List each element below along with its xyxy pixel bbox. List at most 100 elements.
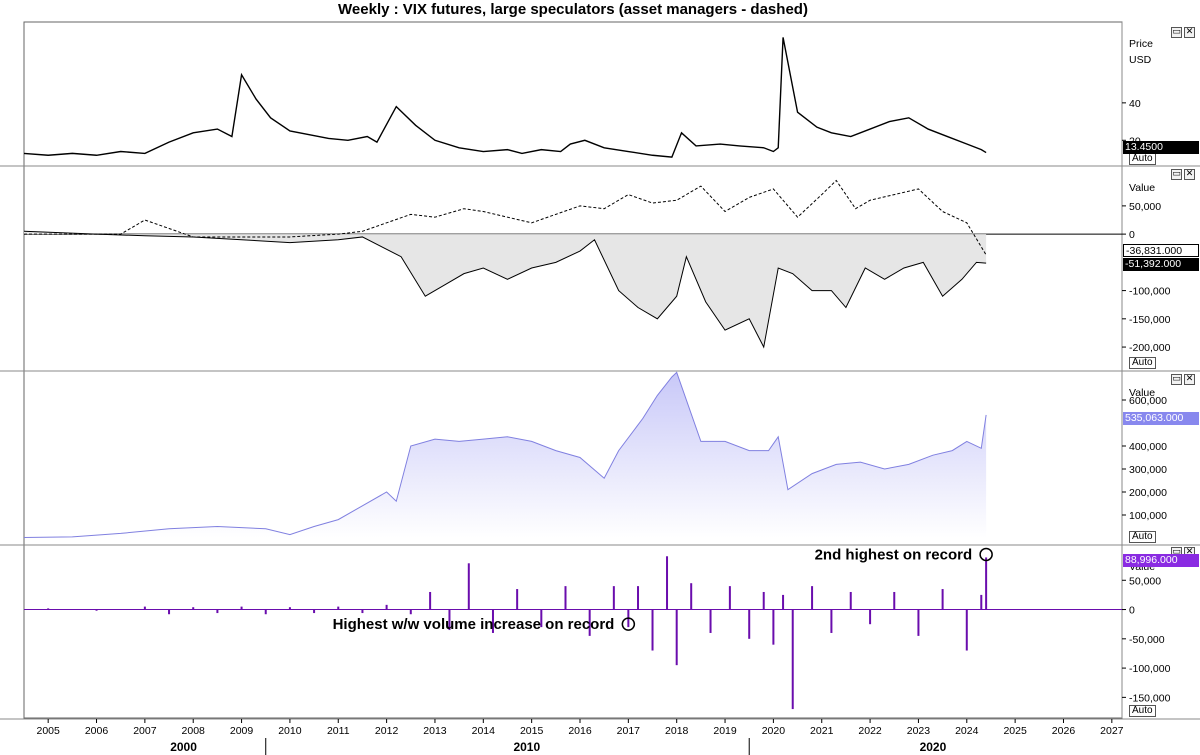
x-tick-label-year: 2015 [520,725,544,737]
x-tick-label-year: 2023 [907,725,931,737]
volume-change-bar [429,591,432,610]
volume-change-bar [985,557,988,610]
volume-change-bar [709,609,712,633]
restore-icon[interactable]: ▭ [1171,374,1182,385]
annotations: Highest w/w volume increase on record 2nd… [333,546,993,633]
restore-icon[interactable]: ▭ [1171,169,1182,180]
open-interest-area [24,372,987,538]
asset-managers-last-value-badge: -36,831.000 [1123,244,1199,257]
x-axis: 2005 2006 2007 2008 2009 2010 2011 2012 2013 2014… [0,718,1200,755]
volume-change-bar [361,609,364,614]
volume-change-bar [980,594,983,610]
volume-change-bar [143,606,146,610]
volume-change-bar [849,591,852,610]
x-tick-label-year: 2005 [36,725,60,737]
x-tick-label-year: 2027 [1100,725,1124,737]
price-last-value-badge: 13.4500 [1123,141,1199,154]
x-tick-label-year: 2020 [762,725,786,737]
volume-change-bar [690,583,693,610]
y-axis-title: Value [1129,387,1155,399]
x-tick-label-year: 2018 [665,725,689,737]
x-tick-label-year: 2017 [617,725,641,737]
auto-scale-button[interactable]: Auto [1129,531,1156,543]
y-tick-label: -50,000 [1129,634,1165,646]
volume-change-bar [540,609,543,628]
y-axis-title: Price [1129,38,1153,50]
volume-change-bar [651,609,654,651]
y-tick-label: 400,000 [1129,441,1167,453]
x-tick-label-year: 2014 [472,725,496,737]
x-tick-label-year: 2025 [1003,725,1027,737]
volume-change-bar [288,607,291,610]
volume-change-bar [264,609,267,615]
volume-change-bar [893,591,896,610]
volume-change-bar [240,606,243,610]
auto-scale-button[interactable]: Auto [1129,153,1156,165]
y-tick-label: 50,000 [1129,575,1161,587]
x-tick-label-year: 2022 [858,725,882,737]
volume-change-bar [762,591,765,610]
x-tick-label-decade: 2000 [170,740,197,754]
x-tick-label-year: 2009 [230,725,254,737]
volume-change-bar [772,609,775,645]
x-tick-label-year: 2013 [423,725,447,737]
close-icon[interactable]: ✕ [1184,169,1195,180]
volume-change-bar [491,609,494,633]
volume-change-bar [791,609,794,710]
volume-change-bar [612,586,615,610]
volume-change-bar [675,609,678,666]
close-icon[interactable]: ✕ [1184,27,1195,38]
price-pane: PriceUSD2040 [23,37,1153,158]
x-tick-label-decade: 2010 [513,740,540,754]
y-tick-label: -100,000 [1129,663,1171,675]
y-tick-label: 0 [1129,605,1135,617]
auto-scale-button[interactable]: Auto [1129,705,1156,717]
x-tick-label-year: 2024 [955,725,979,737]
volume-change-bar [168,609,171,615]
y-tick-label: -100,000 [1129,286,1171,298]
volume-change-bar [830,609,833,633]
volume-change-bar [95,609,98,611]
x-tick-label-year: 2021 [810,725,834,737]
plot-frame [23,21,1123,719]
volume-change-bar [313,609,316,614]
y-tick-label: 100,000 [1129,510,1167,522]
large-speculators-last-value-badge: -51,392.000 [1123,258,1199,271]
x-tick-label-year: 2008 [182,725,206,737]
volume-change-bar [192,607,195,610]
x-tick-label-year: 2012 [375,725,399,737]
volume-change-bar [337,606,340,610]
volume-change-bar [564,586,567,610]
volume-change-bar [409,609,412,615]
y-tick-label: -200,000 [1129,342,1171,354]
y-tick-label: 300,000 [1129,464,1167,476]
x-tick-label-year: 2011 [327,725,350,737]
volume-change-bar [448,609,451,631]
volume-change-bar [467,563,470,610]
volume-change-bar [385,604,388,610]
restore-icon[interactable]: ▭ [1171,27,1182,38]
chart-title: Weekly : VIX futures, large speculators … [338,1,808,18]
y-tick-label: -150,000 [1129,314,1171,326]
volume-change-bar [588,609,591,636]
annotation-highest-volume: Highest w/w volume increase on record [333,616,615,633]
open-interest-last-value-badge: 535,063.000 [1123,412,1199,425]
volume-change-bar [869,609,872,625]
x-tick-label-year: 2019 [713,725,737,737]
y-tick-label: -150,000 [1129,692,1171,704]
close-icon[interactable]: ✕ [1184,374,1195,385]
volume-change-bar [941,589,944,610]
y-tick-label: 50,000 [1129,201,1161,213]
x-tick-label-year: 2006 [85,725,109,737]
auto-scale-button[interactable]: Auto [1129,357,1156,369]
y-tick-label: 200,000 [1129,487,1167,499]
volume-change-bar [917,609,920,636]
x-tick-label-year: 2026 [1052,725,1076,737]
x-tick-label-year: 2016 [568,725,592,737]
open-interest-line [23,371,987,539]
volume-change-bar [666,556,669,610]
pane-frames [0,21,1200,719]
